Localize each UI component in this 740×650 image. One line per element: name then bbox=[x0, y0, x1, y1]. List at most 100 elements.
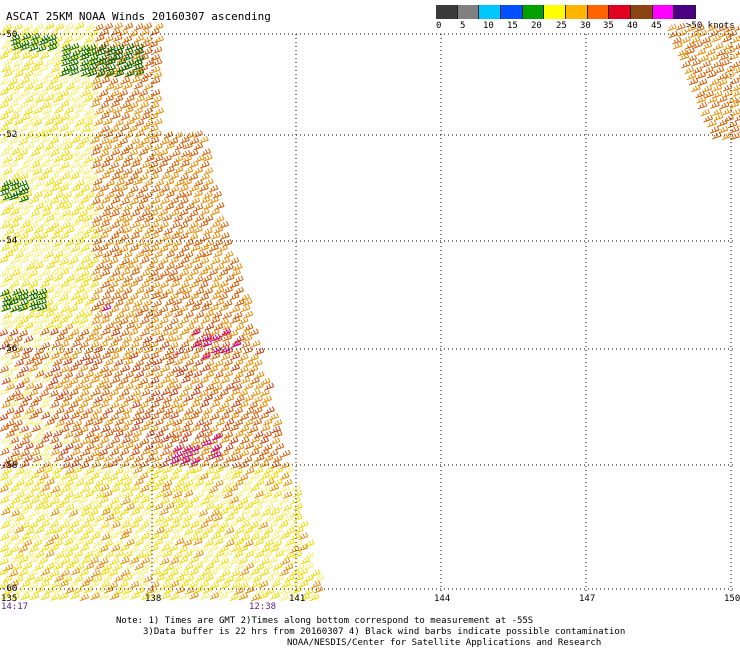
wind-barb bbox=[20, 496, 30, 505]
wind-barb bbox=[132, 299, 143, 308]
wind-barb bbox=[22, 273, 33, 282]
wind-barb bbox=[119, 123, 130, 132]
wind-barb bbox=[158, 257, 169, 265]
wind-barb bbox=[282, 514, 293, 523]
wind-barb bbox=[98, 243, 109, 252]
wind-barb bbox=[184, 562, 194, 571]
wind-barb bbox=[102, 117, 113, 126]
wind-barb bbox=[10, 294, 21, 302]
wind-barb bbox=[210, 412, 220, 421]
wind-barb bbox=[168, 388, 179, 397]
wind-barb bbox=[58, 328, 69, 337]
wind-barb bbox=[693, 41, 703, 49]
wind-barb bbox=[270, 461, 281, 469]
wind-barb bbox=[259, 532, 270, 541]
wind-barb bbox=[73, 526, 83, 535]
wind-barb bbox=[3, 563, 14, 572]
wind-barb bbox=[19, 293, 29, 301]
wind-barb bbox=[239, 400, 249, 409]
wind-barb bbox=[44, 251, 54, 259]
wind-barb bbox=[125, 69, 135, 78]
wind-barb bbox=[681, 36, 691, 44]
wind-barb bbox=[165, 165, 175, 174]
wind-barb bbox=[140, 353, 150, 361]
wind-barb bbox=[53, 381, 64, 390]
legend-swatch bbox=[631, 5, 653, 19]
wind-barb bbox=[228, 484, 239, 493]
wind-barb bbox=[221, 352, 231, 361]
wind-barb bbox=[289, 592, 299, 601]
wind-barb bbox=[160, 364, 171, 373]
wind-barb bbox=[96, 69, 106, 78]
wind-barb bbox=[106, 63, 116, 72]
wind-barb bbox=[130, 137, 140, 146]
wind-barb bbox=[102, 143, 112, 151]
wind-barb bbox=[209, 581, 220, 590]
wind-barb bbox=[194, 311, 205, 319]
wind-barb bbox=[225, 273, 235, 282]
wind-barb bbox=[86, 44, 97, 52]
wind-barb bbox=[18, 555, 29, 564]
wind-barb bbox=[728, 52, 739, 61]
wind-barb bbox=[224, 418, 235, 427]
wind-barb bbox=[224, 250, 234, 259]
wind-barb bbox=[39, 160, 50, 168]
wind-barb bbox=[162, 479, 173, 488]
wind-barb bbox=[133, 62, 144, 71]
wind-barb bbox=[218, 292, 228, 301]
wind-barb bbox=[94, 190, 105, 199]
wind-barb bbox=[192, 339, 203, 348]
wind-barb bbox=[151, 568, 161, 577]
wind-barb bbox=[185, 335, 195, 343]
wind-barb bbox=[82, 286, 93, 294]
wind-barb bbox=[80, 508, 90, 517]
wind-barb bbox=[224, 539, 235, 548]
legend-label: 5 bbox=[460, 21, 466, 31]
wind-barb bbox=[220, 231, 230, 240]
wind-barb bbox=[11, 38, 21, 46]
wind-barb bbox=[719, 29, 730, 38]
wind-barb bbox=[88, 58, 99, 66]
wind-barb bbox=[250, 497, 260, 506]
wind-barb bbox=[254, 538, 264, 547]
wind-barb bbox=[212, 274, 223, 283]
wind-barb bbox=[9, 29, 19, 37]
wind-barb bbox=[83, 455, 94, 463]
wind-barb bbox=[179, 389, 189, 398]
wind-barb bbox=[198, 219, 209, 228]
wind-barb bbox=[105, 69, 115, 77]
wind-barb bbox=[144, 454, 155, 463]
wind-barb bbox=[74, 215, 85, 224]
wind-barb bbox=[200, 304, 210, 312]
wind-barb bbox=[172, 418, 183, 427]
wind-barb bbox=[112, 105, 123, 114]
wind-barb bbox=[43, 358, 54, 366]
note-line-3: NOAA/NESDIS/Center for Satellite Applica… bbox=[287, 638, 602, 648]
wind-barb bbox=[701, 36, 711, 45]
wind-barb bbox=[0, 473, 9, 481]
wind-barb bbox=[133, 347, 144, 355]
wind-barb bbox=[90, 545, 101, 554]
wind-barb bbox=[220, 376, 230, 384]
wind-barb bbox=[304, 539, 315, 548]
wind-barb bbox=[175, 586, 185, 595]
wind-barb bbox=[270, 591, 280, 600]
wind-barb bbox=[84, 298, 95, 306]
wind-barb bbox=[132, 395, 142, 403]
wind-barb bbox=[19, 184, 30, 193]
wind-barb bbox=[90, 317, 101, 326]
wind-barb bbox=[213, 323, 224, 331]
wind-barb bbox=[143, 539, 154, 547]
wind-barb bbox=[40, 280, 50, 289]
wind-barb bbox=[85, 442, 95, 451]
wind-barb bbox=[3, 479, 13, 488]
wind-barb bbox=[9, 364, 20, 372]
wind-barb bbox=[139, 53, 149, 62]
wind-barb bbox=[709, 125, 720, 134]
wind-barb bbox=[59, 413, 70, 422]
wind-barb bbox=[9, 192, 19, 201]
wind-barb bbox=[62, 382, 73, 390]
wind-barb bbox=[222, 333, 232, 342]
wind-barb bbox=[253, 503, 263, 511]
wind-barb bbox=[44, 143, 54, 151]
